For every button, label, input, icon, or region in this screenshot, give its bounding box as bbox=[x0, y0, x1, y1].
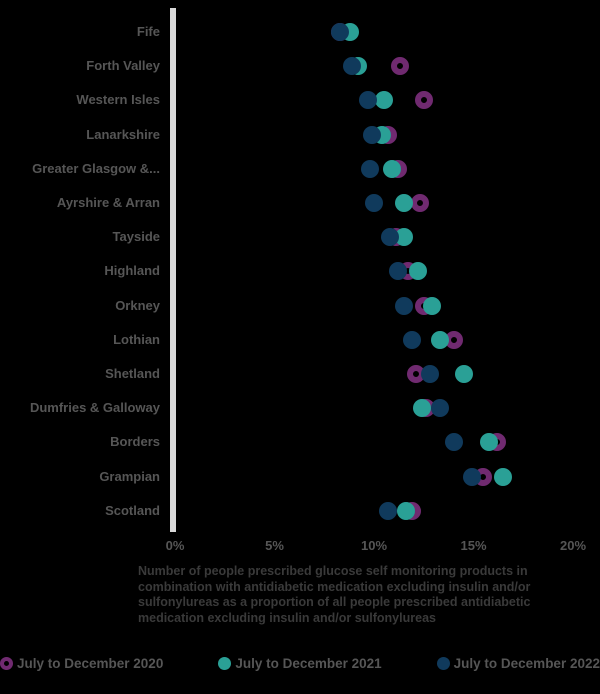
data-point bbox=[420, 365, 439, 383]
data-point bbox=[454, 365, 473, 383]
data-point bbox=[396, 501, 415, 520]
legend-label: July to December 2022 bbox=[453, 656, 600, 671]
legend-marker-icon bbox=[0, 657, 13, 670]
x-axis-tick-label: 15% bbox=[460, 538, 487, 553]
legend-item[interactable]: July to December 2020 bbox=[0, 656, 163, 671]
chart-legend: July to December 2020 July to December 20… bbox=[0, 656, 600, 671]
category-label: Dumfries & Galloway bbox=[29, 400, 160, 416]
legend-item[interactable]: July to December 2022 bbox=[436, 656, 600, 671]
data-point bbox=[390, 57, 409, 76]
category-label: Shetland bbox=[105, 366, 160, 381]
category-label: Lanarkshire bbox=[86, 126, 160, 142]
data-point bbox=[359, 91, 378, 110]
data-point bbox=[394, 194, 413, 212]
legend-label: July to December 2020 bbox=[17, 656, 164, 671]
data-point bbox=[343, 57, 362, 76]
legend-item[interactable]: July to December 2021 bbox=[218, 656, 382, 671]
data-point bbox=[365, 194, 383, 212]
data-point bbox=[394, 228, 413, 247]
x-axis-tick-label: 5% bbox=[265, 538, 284, 553]
x-axis-tick-label: 20% bbox=[559, 538, 587, 553]
legend-label: July to December 2021 bbox=[235, 656, 382, 671]
data-point bbox=[462, 467, 481, 486]
category-label: Borders bbox=[110, 434, 160, 450]
category-label: Lothian bbox=[113, 331, 160, 347]
y-axis-labels: Fife Forth Valley Western Isles Lanarkshire… bbox=[0, 0, 160, 540]
x-axis-tick-label: 0% bbox=[165, 538, 185, 553]
data-point bbox=[412, 399, 431, 418]
category-label: Fife bbox=[136, 24, 160, 39]
data-point bbox=[444, 433, 463, 452]
category-label: Tayside bbox=[112, 229, 160, 245]
data-point bbox=[394, 296, 413, 315]
data-point bbox=[380, 228, 399, 247]
category-label: Orkney bbox=[115, 297, 160, 313]
y-axis-line bbox=[170, 8, 176, 532]
category-label: Ayrshire & Arran bbox=[56, 195, 160, 210]
data-point bbox=[402, 330, 421, 349]
data-point bbox=[430, 399, 449, 418]
category-label: Western Isles bbox=[76, 92, 160, 108]
category-label: Grampian bbox=[99, 468, 160, 484]
legend-marker-icon bbox=[436, 657, 450, 670]
category-label: Greater Glasgow &... bbox=[32, 160, 160, 176]
data-point bbox=[378, 501, 397, 520]
data-point bbox=[388, 262, 407, 281]
data-point bbox=[331, 23, 350, 41]
data-point bbox=[422, 296, 441, 315]
category-label: Forth Valley bbox=[86, 58, 160, 74]
x-axis-tick-label: 10% bbox=[360, 538, 388, 553]
legend-marker-icon bbox=[218, 657, 232, 670]
category-label: Scotland bbox=[105, 502, 160, 518]
data-point bbox=[382, 159, 401, 178]
data-point bbox=[410, 194, 429, 212]
data-point bbox=[363, 125, 381, 144]
data-point bbox=[414, 91, 433, 110]
data-point bbox=[374, 91, 393, 110]
data-point bbox=[361, 159, 380, 178]
data-point bbox=[480, 433, 499, 452]
data-point bbox=[430, 330, 449, 349]
data-point bbox=[494, 467, 513, 486]
data-point bbox=[408, 262, 427, 281]
category-label: Highland bbox=[104, 263, 160, 279]
chart-caption: Number of people prescribed glucose self… bbox=[138, 564, 531, 625]
